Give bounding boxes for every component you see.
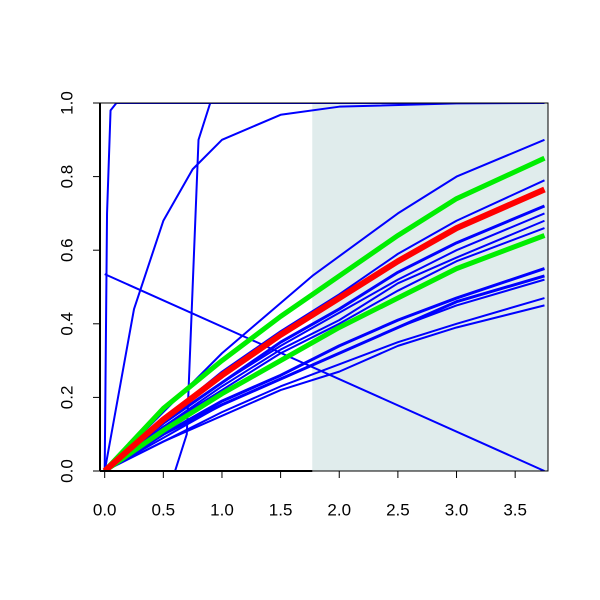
x-tick-label: 1.5 [269,500,293,519]
line [103,233,546,471]
line [103,103,545,471]
x-tick-label: 1.0 [210,500,234,519]
y-tick-label: 0.8 [57,165,76,189]
line [104,212,545,471]
line [102,186,546,471]
x-tick-label: 2.5 [386,500,410,519]
line [104,278,545,471]
y-tick-label: 1.0 [57,91,76,115]
line [103,103,545,471]
y-tick-label: 0.0 [57,459,76,483]
axes: 0.0 0.5 1.0 1.5 2.0 2.5 3.0 3.5 0.0 0.2 0.4 0.6 0.8 1… [57,91,549,519]
line [103,138,545,471]
y-tick-label: 0.2 [57,386,76,410]
x-tick-label: 2.0 [327,500,351,519]
x-tick-label: 0.0 [93,500,117,519]
x-tick-label: 3.0 [445,500,469,519]
y-tick-label: 0.6 [57,238,76,262]
line [104,304,545,471]
plot-area [102,103,548,471]
line [104,273,545,471]
y-tick-label: 0.4 [57,312,76,336]
line [104,227,545,471]
shaded-region [312,103,548,471]
x-tick-label: 0.5 [152,500,176,519]
x-tick-label: 3.5 [503,500,527,519]
line [102,155,546,471]
line [104,103,545,471]
